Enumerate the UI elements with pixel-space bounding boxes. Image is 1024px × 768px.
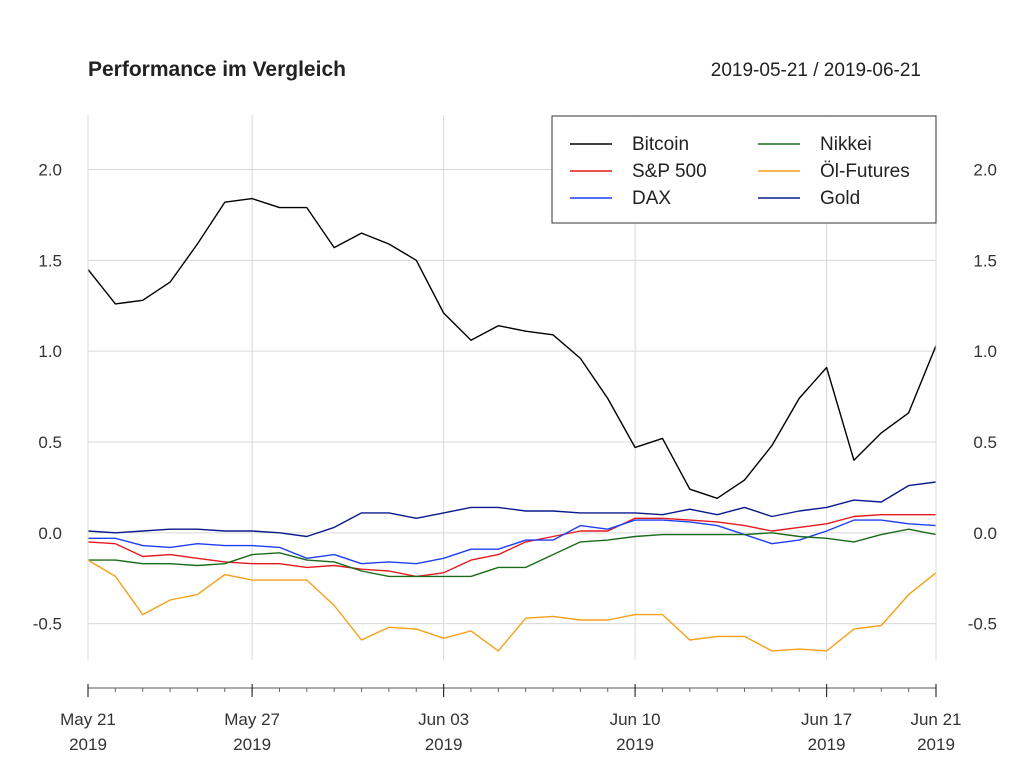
y-tick-label-left: 2.0 bbox=[38, 161, 62, 180]
y-tick-label-left: 1.5 bbox=[38, 251, 62, 270]
x-axis-major-ticks: May 21 2019 May 27 2019 Jun 03 2019 Jun 10 2019… bbox=[60, 684, 962, 754]
legend-label-5: Gold bbox=[820, 188, 860, 209]
x-tick-label: May 21 bbox=[60, 710, 116, 729]
x-tick-year-label: 2019 bbox=[808, 735, 846, 754]
series-line-5 bbox=[87, 481, 937, 538]
legend-box bbox=[551, 115, 937, 224]
legend: Bitcoin S&P 500 DAX Nikkei Öl-Futures Gold bbox=[551, 115, 937, 224]
x-tick-label: Jun 03 bbox=[418, 710, 469, 729]
date-range-label: 2019-05-21 / 2019-06-21 bbox=[711, 60, 921, 81]
x-axis: May 21 2019 May 27 2019 Jun 03 2019 Jun 10 2019… bbox=[60, 684, 962, 754]
y-tick-label-left: 0.0 bbox=[38, 524, 62, 543]
y-tick-label-right: 1.0 bbox=[973, 342, 997, 361]
chart-title: Performance im Vergleich bbox=[88, 58, 346, 81]
legend-label-2: DAX bbox=[632, 188, 671, 209]
y-tick-label-right: 0.5 bbox=[973, 433, 997, 452]
y-tick-label-right: 0.0 bbox=[973, 524, 997, 543]
x-tick-label: May 27 bbox=[224, 710, 280, 729]
series-line-4 bbox=[87, 559, 937, 652]
legend-label-4: Öl-Futures bbox=[820, 161, 910, 182]
legend-label-0: Bitcoin bbox=[632, 134, 689, 155]
y-axis-right: -0.5 0.0 0.5 1.0 1.5 2.0 bbox=[968, 161, 997, 634]
y-tick-label-left: 0.5 bbox=[38, 433, 62, 452]
x-tick-year-label: 2019 bbox=[917, 735, 955, 754]
x-tick-year-label: 2019 bbox=[233, 735, 271, 754]
series-line-0 bbox=[87, 197, 937, 499]
x-tick-year-label: 2019 bbox=[616, 735, 654, 754]
legend-label-3: Nikkei bbox=[820, 134, 872, 155]
y-axis-left: -0.5 0.0 0.5 1.0 1.5 2.0 bbox=[33, 161, 62, 634]
x-tick-year-label: 2019 bbox=[69, 735, 107, 754]
y-tick-label-right: 2.0 bbox=[973, 161, 997, 180]
y-tick-label-right: -0.5 bbox=[968, 615, 997, 634]
series-line-3 bbox=[88, 528, 937, 578]
series-line-2 bbox=[88, 519, 937, 565]
x-tick-label: Jun 21 bbox=[910, 710, 961, 729]
x-tick-label: Jun 10 bbox=[610, 710, 661, 729]
grid-lines bbox=[88, 115, 936, 660]
x-axis-minor-ticks bbox=[87, 688, 937, 692]
y-tick-label-right: 1.5 bbox=[973, 251, 997, 270]
y-tick-label-left: -0.5 bbox=[33, 615, 62, 634]
x-tick-year-label: 2019 bbox=[425, 735, 463, 754]
series-lines bbox=[87, 197, 937, 652]
legend-label-1: S&P 500 bbox=[632, 161, 707, 182]
y-tick-label-left: 1.0 bbox=[38, 342, 62, 361]
x-tick-label: Jun 17 bbox=[801, 710, 852, 729]
